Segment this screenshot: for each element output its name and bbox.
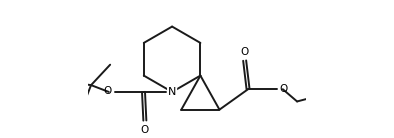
Text: O: O [280, 83, 288, 94]
Text: O: O [141, 125, 149, 135]
Text: O: O [240, 47, 249, 57]
Text: N: N [168, 87, 176, 97]
Text: O: O [103, 86, 112, 96]
